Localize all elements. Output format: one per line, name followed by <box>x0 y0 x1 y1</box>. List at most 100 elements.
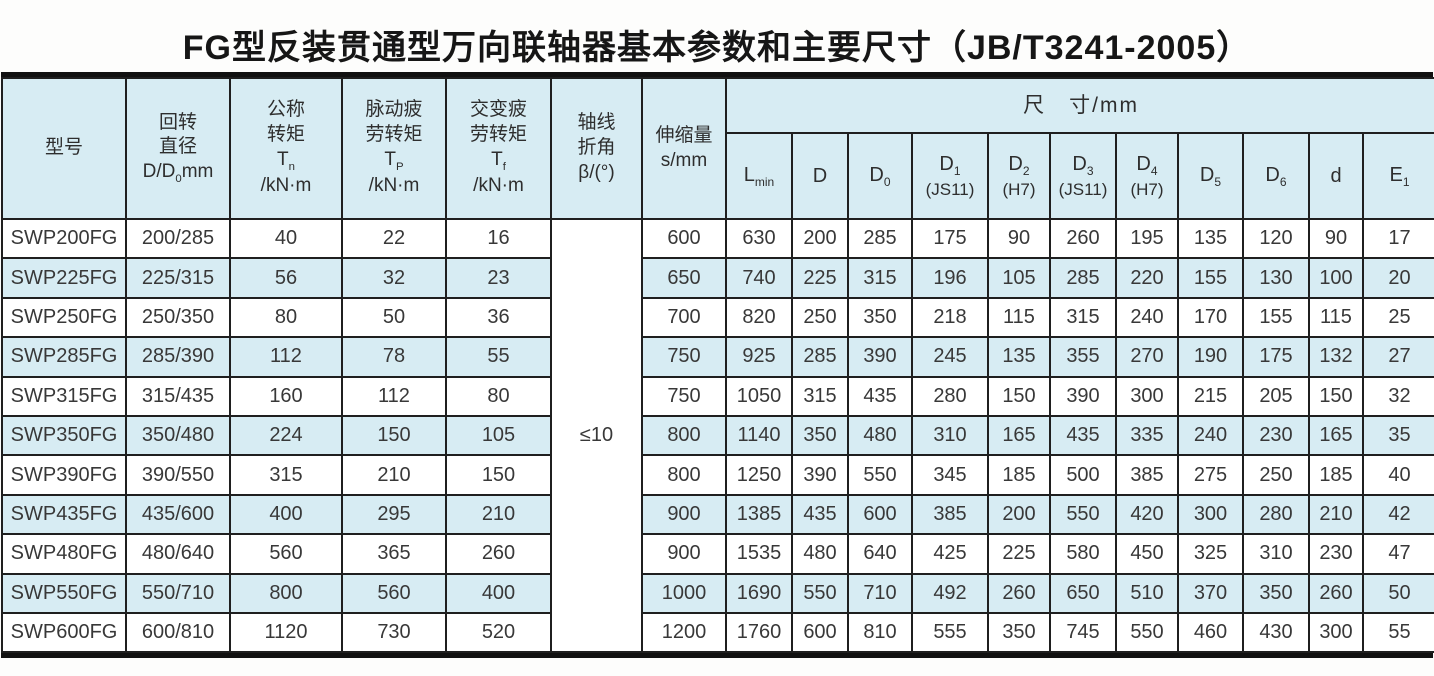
cell-value: 745 <box>1049 611 1117 654</box>
col-header-d4: D4 (H7) <box>1115 132 1179 220</box>
cell-value: 40 <box>1361 454 1434 496</box>
cell-value: 155 <box>1242 296 1310 339</box>
cell-value: 165 <box>1308 414 1364 457</box>
cell-value: 700 <box>641 296 727 339</box>
cell-value: 630 <box>725 217 793 260</box>
cell-value: 550/710 <box>125 572 231 614</box>
cell-value: 300 <box>1115 375 1179 417</box>
cell-value: 900 <box>641 493 727 536</box>
cell-value: 205 <box>1242 375 1310 417</box>
cell-value: 170 <box>1177 296 1244 339</box>
cell-value: 900 <box>641 533 727 575</box>
cell-value: 300 <box>1308 611 1364 654</box>
table-row: SWP600FG 600/810 1120 730 520 1200 1760 600 810 5… <box>1 611 1434 654</box>
cell-value: 480 <box>847 414 913 457</box>
cell-value: 600/810 <box>125 611 231 654</box>
cell-value: 560 <box>341 572 447 614</box>
cell-value: 300 <box>1177 493 1244 536</box>
cell-value: 425 <box>911 533 989 575</box>
cell-value: 810 <box>847 611 913 654</box>
cell-value: 390/550 <box>125 454 231 496</box>
cell-value: 800 <box>641 454 727 496</box>
cell-value: 315 <box>1049 296 1117 339</box>
cell-value: 1140 <box>725 414 793 457</box>
cell-value: 295 <box>341 493 447 536</box>
cell-value: 115 <box>1308 296 1364 339</box>
cell-value: 225/315 <box>125 257 231 299</box>
cell-value: 23 <box>445 257 552 299</box>
col-header-axis-angle: 轴线 折角 β/(°) <box>550 77 643 220</box>
cell-value: 600 <box>641 217 727 260</box>
cell-value: 640 <box>847 533 913 575</box>
cell-model: SWP550FG <box>1 572 127 614</box>
cell-value: 196 <box>911 257 989 299</box>
col-header-d5: D5 <box>1177 132 1244 220</box>
cell-value: 240 <box>1115 296 1179 339</box>
cell-value: 435 <box>847 375 913 417</box>
cell-value: 435/600 <box>125 493 231 536</box>
cell-value: 22 <box>341 217 447 260</box>
cell-value: 16 <box>445 217 552 260</box>
cell-value: 250/350 <box>125 296 231 339</box>
cell-value: 400 <box>445 572 552 614</box>
cell-value: 390 <box>791 454 849 496</box>
cell-value: 800 <box>229 572 343 614</box>
cell-value: 280 <box>911 375 989 417</box>
cell-value: 100 <box>1308 257 1364 299</box>
table-body: SWP200FG 200/285 40 22 16 ≤10 600 630 200 285 175 9… <box>1 217 1434 654</box>
cell-value: 385 <box>911 493 989 536</box>
col-header-d0: D0 <box>847 132 913 220</box>
cell-value: 245 <box>911 336 989 378</box>
cell-value: 50 <box>1361 572 1434 614</box>
header-row-dimensions: Lmin D D0 D1 (JS11) D2 (H7) D3 (JS11) D4 (H7) D5 D6 d… <box>2 132 1434 220</box>
cell-value: 555 <box>911 611 989 654</box>
cell-value: 132 <box>1308 336 1364 378</box>
page: FG型反装贯通型万向联轴器基本参数和主要尺寸（JB/T3241-2005） 型号… <box>1 29 1434 659</box>
cell-model: SWP315FG <box>1 375 127 417</box>
cell-value: 285 <box>847 217 913 260</box>
cell-value: 450 <box>1115 533 1179 575</box>
cell-value: 460 <box>1177 611 1244 654</box>
cell-value: 345 <box>911 454 989 496</box>
cell-value: 390 <box>1049 375 1117 417</box>
cell-value: 355 <box>1049 336 1117 378</box>
cell-value: 105 <box>987 257 1051 299</box>
cell-value: 250 <box>1242 454 1310 496</box>
cell-value: 200 <box>987 493 1051 536</box>
cell-value: 750 <box>641 336 727 378</box>
cell-value: 250 <box>791 296 849 339</box>
cell-value: 1760 <box>725 611 793 654</box>
cell-value: 285 <box>1049 257 1117 299</box>
cell-value: 315/435 <box>125 375 231 417</box>
cell-value: 210 <box>445 493 552 536</box>
cell-model: SWP480FG <box>1 533 127 575</box>
cell-value: 1535 <box>725 533 793 575</box>
cell-value: 25 <box>1361 296 1434 339</box>
cell-value: 224 <box>229 414 343 457</box>
cell-value: 42 <box>1361 493 1434 536</box>
col-header-d6: D6 <box>1242 132 1310 220</box>
spec-table: 型号 回转 直径 D/D0mm 公称 转矩 Tn /kN·m 脉动疲 <box>1 77 1434 654</box>
spec-table-wrap: 型号 回转 直径 D/D0mm 公称 转矩 Tn /kN·m 脉动疲 <box>1 72 1434 659</box>
table-row: SWP200FG 200/285 40 22 16 ≤10 600 630 200 285 175 9… <box>1 217 1434 654</box>
cell-value: 35 <box>1361 414 1434 457</box>
col-header-model: 型号 <box>1 77 127 220</box>
cell-value: 260 <box>1049 217 1117 260</box>
cell-value: 310 <box>911 414 989 457</box>
cell-value: 280 <box>1242 493 1310 536</box>
cell-value: 105 <box>445 414 552 457</box>
page-title: FG型反装贯通型万向联轴器基本参数和主要尺寸（JB/T3241-2005） <box>182 29 1252 67</box>
cell-value: 385 <box>1115 454 1179 496</box>
col-header-nominal-torque: 公称 转矩 Tn /kN·m <box>229 77 343 220</box>
cell-value: 520 <box>445 611 552 654</box>
cell-value: 150 <box>987 375 1051 417</box>
cell-value: 335 <box>1115 414 1179 457</box>
cell-value: 1000 <box>641 572 727 614</box>
cell-value: 80 <box>229 296 343 339</box>
cell-value: 230 <box>1308 533 1364 575</box>
table-row: SWP250FG 250/350 80 50 36 700 820 250 350 218 115 3… <box>1 296 1434 339</box>
cell-value: 210 <box>1308 493 1364 536</box>
cell-value: 600 <box>791 611 849 654</box>
col-header-rotation-diameter: 回转 直径 D/D0mm <box>125 77 231 220</box>
cell-value: 175 <box>911 217 989 260</box>
